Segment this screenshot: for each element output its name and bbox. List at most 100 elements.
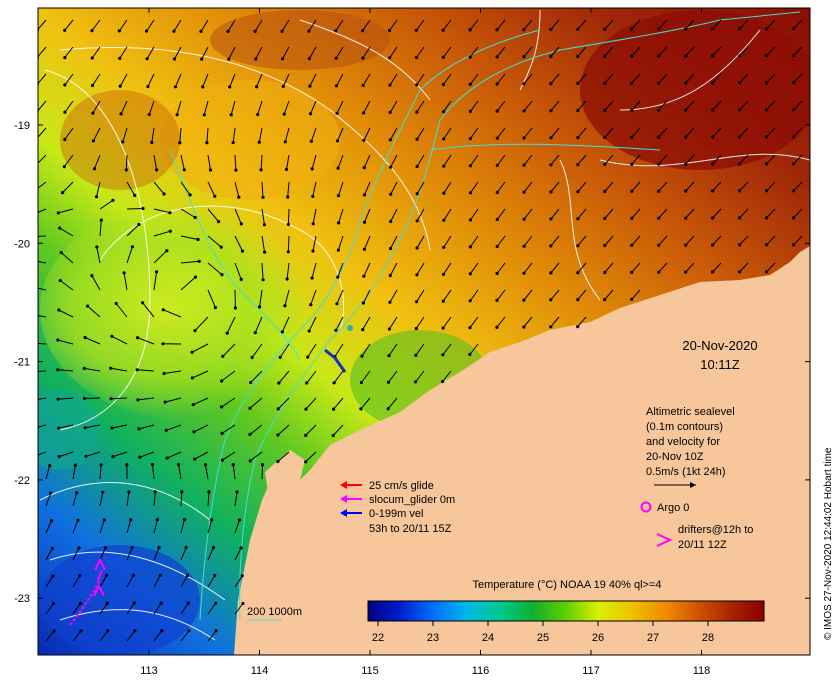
velocity-arrow xyxy=(58,309,74,318)
velocity-arrow xyxy=(96,181,101,197)
velocity-arrow-head xyxy=(495,325,499,329)
velocity-arrow-head xyxy=(213,305,217,310)
velocity-arrow xyxy=(793,181,803,192)
velocity-arrow xyxy=(203,100,209,115)
velocity-arrow-head xyxy=(249,380,253,385)
velocity-arrow xyxy=(126,630,136,642)
velocity-arrow-head xyxy=(468,82,472,86)
velocity-arrow-head xyxy=(576,244,580,248)
velocity-arrow xyxy=(166,451,182,459)
velocity-arrow xyxy=(192,397,209,406)
velocity-arrow xyxy=(685,73,695,84)
velocity-arrow xyxy=(180,575,188,588)
colorbar-tick-label: 25 xyxy=(537,632,549,644)
velocity-arrow-head xyxy=(765,135,769,139)
velocity-arrow-head xyxy=(145,29,149,33)
velocity-arrow xyxy=(64,73,74,86)
velocity-arrow-head xyxy=(78,574,82,578)
velocity-arrow xyxy=(84,367,101,372)
velocity-arrow-head xyxy=(522,244,526,248)
velocity-arrow-head xyxy=(468,55,472,59)
velocity-arrow-head xyxy=(162,192,166,196)
velocity-arrow-head xyxy=(336,139,340,143)
velocity-arrow-head xyxy=(200,57,204,61)
velocity-arrow-head xyxy=(30,370,33,373)
velocity-arrow-head xyxy=(255,85,259,89)
velocity-arrow-head xyxy=(387,354,391,358)
velocity-arrow-head xyxy=(576,190,580,194)
velocity-arrow xyxy=(360,397,371,410)
velocity-arrow xyxy=(712,46,722,57)
velocity-arrow-head xyxy=(311,222,315,226)
velocity-arrow-head xyxy=(441,353,445,357)
velocity-arrow xyxy=(119,46,128,59)
velocity-arrow xyxy=(739,73,749,84)
velocity-arrow xyxy=(390,181,398,195)
velocity-arrow xyxy=(416,46,425,58)
velocity-arrow xyxy=(416,289,425,302)
velocity-arrow xyxy=(631,235,641,246)
velocity-arrow xyxy=(389,100,398,113)
velocity-arrow xyxy=(180,602,189,615)
velocity-arrow xyxy=(72,630,82,642)
velocity-arrow-head xyxy=(306,355,310,359)
velocity-arrow xyxy=(279,343,290,358)
velocity-arrow-head xyxy=(576,271,580,275)
velocity-arrow-head xyxy=(250,355,254,360)
velocity-arrow xyxy=(337,235,344,251)
velocity-arrow xyxy=(604,73,614,84)
velocity-arrow xyxy=(232,127,236,143)
velocity-arrow xyxy=(310,289,317,305)
velocity-arrow xyxy=(496,289,506,301)
velocity-arrow xyxy=(153,575,161,588)
velocity-arrow-head xyxy=(178,141,182,145)
velocity-arrow xyxy=(469,289,479,302)
velocity-arrow-head xyxy=(184,545,188,550)
velocity-arrow-head xyxy=(75,491,79,495)
velocity-arrow xyxy=(38,46,47,58)
velocity-arrow-head xyxy=(161,308,165,312)
velocity-arrow xyxy=(712,208,722,219)
velocity-arrow xyxy=(361,343,371,357)
velocity-arrow-head xyxy=(792,27,796,31)
velocity-arrow-head xyxy=(110,334,114,338)
velocity-arrow xyxy=(221,424,236,434)
velocity-arrow-head xyxy=(63,83,67,87)
velocity-arrow xyxy=(194,451,209,460)
velocity-arrow xyxy=(164,370,182,374)
velocity-arrow-head xyxy=(231,140,235,145)
velocity-arrow xyxy=(550,100,560,112)
velocity-arrow xyxy=(278,370,290,384)
velocity-arrow-head xyxy=(48,464,52,468)
velocity-arrow-head xyxy=(362,220,367,224)
velocity-arrow-head xyxy=(684,189,688,193)
velocity-arrow-head xyxy=(307,29,311,33)
velocity-arrow-head xyxy=(765,216,769,220)
velocity-arrow-head xyxy=(468,326,472,330)
velocity-arrow xyxy=(207,630,217,642)
velocity-arrow xyxy=(234,262,242,280)
velocity-arrow-head xyxy=(522,298,526,302)
glider-legend-line: 53h to 20/11 15Z xyxy=(369,523,452,535)
velocity-arrow-head xyxy=(259,168,263,172)
velocity-arrow-head xyxy=(495,217,499,222)
velocity-arrow xyxy=(125,154,128,170)
velocity-arrow-head xyxy=(86,304,90,308)
velocity-arrow xyxy=(470,181,479,194)
velocity-arrow-head xyxy=(336,248,340,252)
velocity-arrow xyxy=(153,547,160,561)
velocity-arrow-head xyxy=(711,27,715,31)
velocity-arrow xyxy=(281,316,290,333)
velocity-arrow xyxy=(308,46,317,59)
velocity-arrow xyxy=(389,19,398,31)
velocity-arrow-head xyxy=(141,206,145,211)
velocity-arrow-head xyxy=(304,433,308,437)
velocity-arrow xyxy=(60,280,74,291)
y-tick-label: -21 xyxy=(14,357,30,369)
velocity-arrow xyxy=(306,370,317,384)
velocity-arrow-head xyxy=(711,162,715,166)
velocity-arrow xyxy=(523,289,533,301)
velocity-arrow-head xyxy=(253,331,257,335)
velocity-arrow-head xyxy=(239,277,243,281)
velocity-arrow xyxy=(766,46,776,57)
